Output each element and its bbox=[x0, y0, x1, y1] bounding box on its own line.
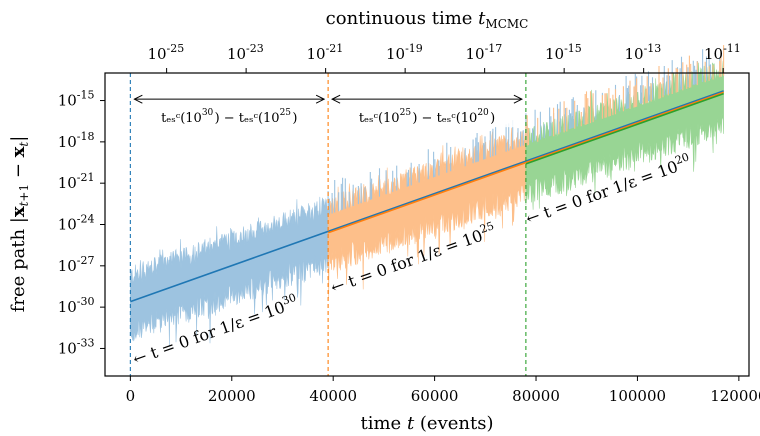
top-x-tick-label: 10-13 bbox=[624, 42, 662, 63]
x-tick-label: 60000 bbox=[411, 387, 459, 405]
interval-label-bg-1 bbox=[137, 105, 322, 128]
top-x-tick-label: 10-23 bbox=[227, 42, 265, 63]
top-x-tick-label: 10-15 bbox=[545, 42, 583, 63]
series-bands bbox=[130, 45, 725, 347]
axes: 0 20000 40000 60000 80000 100000 120000 10-33 1… bbox=[58, 42, 760, 405]
x-tick-label: 20000 bbox=[208, 387, 256, 405]
y-tick-label: 10-18 bbox=[58, 130, 96, 151]
series-2-trend-line bbox=[327, 91, 724, 234]
series-3-trend-line bbox=[525, 92, 724, 165]
y-tick-label: 10-21 bbox=[58, 171, 96, 192]
series-trend-lines bbox=[130, 90, 724, 303]
series-3-band bbox=[525, 60, 724, 210]
y-tick-label: 10-24 bbox=[58, 213, 96, 234]
x-tick-label: 100000 bbox=[609, 387, 666, 405]
top-x-tick-label: 10-17 bbox=[465, 42, 503, 63]
top-x-tick-label: 10-25 bbox=[147, 42, 185, 63]
x-tick-label: 120000 bbox=[710, 387, 760, 405]
interval-arrows: tₑₛᶜ(1030 ) − tₑₛᶜ(1025 ) tₑₛᶜ(1025 ) − t… bbox=[134, 99, 522, 128]
series-2-spikes bbox=[525, 45, 725, 146]
y-tick-label: 10-15 bbox=[58, 89, 96, 110]
top-x-tick-label: 10-11 bbox=[704, 42, 742, 63]
top-x-axis-title: continuous time tMCMC bbox=[326, 8, 529, 31]
x-tick-label: 80000 bbox=[512, 387, 560, 405]
x-tick-label: 0 bbox=[126, 387, 136, 405]
y-tick-label: 10-33 bbox=[58, 336, 96, 357]
y-tick-label: 10-27 bbox=[58, 254, 96, 275]
series-1-trend-line bbox=[130, 90, 724, 303]
reset-markers bbox=[129, 73, 527, 376]
interval-label-bg-2 bbox=[335, 105, 519, 128]
interval-label-2: tₑₛᶜ(1025 ) − tₑₛᶜ(1020 ) bbox=[359, 108, 495, 126]
y-tick-label: 10-30 bbox=[58, 295, 96, 316]
interval-label-1: tₑₛᶜ(1030 ) − tₑₛᶜ(1025 ) bbox=[161, 108, 297, 126]
top-x-tick-label: 10-19 bbox=[386, 42, 424, 63]
x-axis-title: time t (events) bbox=[361, 413, 494, 434]
top-x-tick-label: 10-21 bbox=[306, 42, 344, 63]
x-tick-label: 40000 bbox=[309, 387, 357, 405]
y-axis-title: free path |xt+1 − xt| bbox=[8, 136, 31, 313]
